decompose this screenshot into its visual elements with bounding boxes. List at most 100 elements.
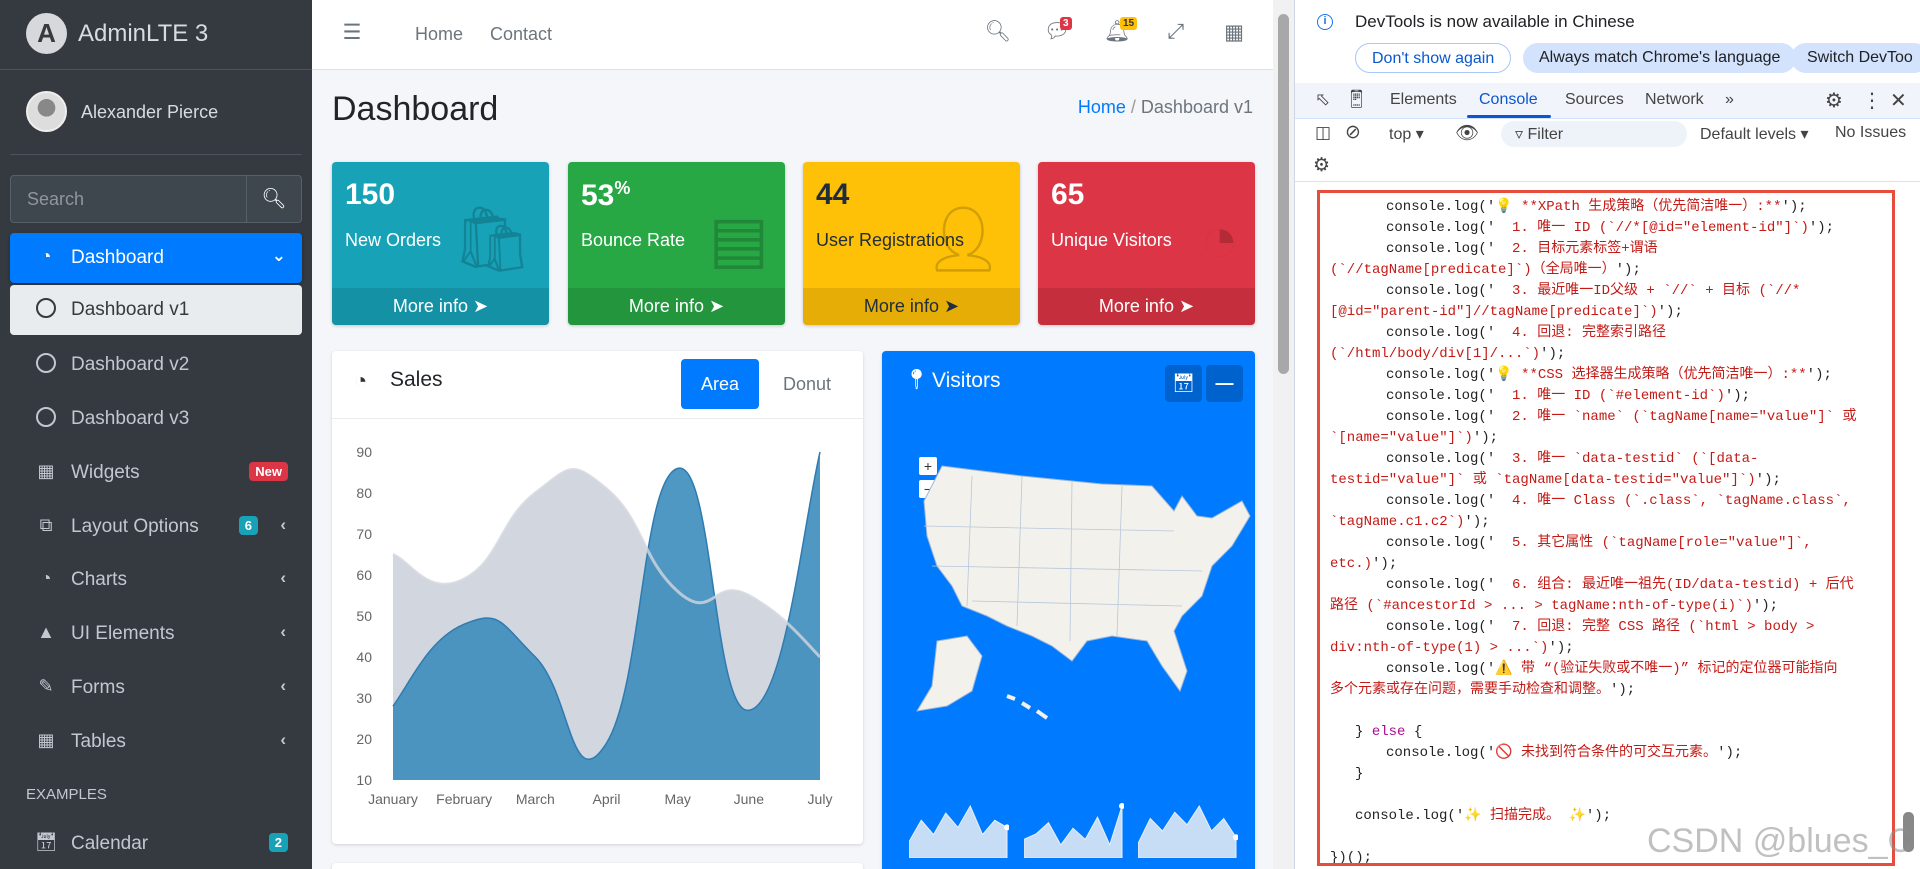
tab-sources[interactable]: Sources [1565, 91, 1624, 108]
sidebar: A AdminLTE 3 Alexander Pierce Search 🔍︎ … [0, 0, 312, 869]
scrollbar-thumb[interactable] [1278, 14, 1289, 374]
chevron-left-icon: ‹ [280, 622, 286, 641]
bell-icon[interactable]: 🔔︎ 15 [1103, 17, 1138, 44]
sidebar-item-tables[interactable]: ▦ Tables ‹ [10, 717, 302, 767]
code-line: 多个元素或存在问题，需要手动检查和调整。'); [1330, 680, 1635, 701]
inspect-element-icon[interactable]: ⬁ [1315, 89, 1331, 109]
sidebar-item-layout-options[interactable]: ⧉ Layout Options 6 ‹ [10, 502, 302, 552]
issues-button[interactable]: No Issues [1835, 124, 1907, 141]
tab-area[interactable]: Area [681, 359, 759, 409]
sidebar-item-dashboard-v1[interactable]: Dashboard v1 [10, 285, 302, 335]
hamburger-menu-icon[interactable]: ☰ [342, 21, 362, 44]
sidebar-item-charts[interactable]: ◔ Charts ‹ [10, 555, 302, 605]
more-info-link[interactable]: More info ➤ [1038, 288, 1255, 325]
small-box-value: 150 [345, 178, 395, 212]
collapse-button[interactable]: — [1206, 365, 1243, 402]
sidebar-item-dashboard[interactable]: ◔ Dashboard ⌄ [10, 233, 302, 283]
more-info-link[interactable]: More info ➤ [332, 288, 549, 325]
small-box-label: User Registrations [816, 230, 965, 250]
console-settings-gear-icon[interactable]: ⚙ [1313, 155, 1331, 176]
code-line: console.log(' 6. 组合: 最近唯一祖先(ID/data-test… [1386, 575, 1854, 596]
nav-link-home[interactable]: Home [415, 24, 464, 44]
x-tick-label: January [368, 791, 418, 807]
brand-text: AdminLTE 3 [78, 20, 209, 47]
breadcrumb-home[interactable]: Home [1077, 97, 1126, 117]
code-text: console.log(' [1386, 325, 1496, 341]
visitors-title: Visitors [932, 369, 1001, 392]
small-box-value: 53% [581, 178, 630, 213]
dont-show-again-button[interactable]: Don't show again [1355, 43, 1512, 73]
tab-console[interactable]: Console [1479, 91, 1538, 108]
code-text: console.log(' [1386, 241, 1496, 257]
user-panel[interactable]: Alexander Pierce [0, 70, 312, 155]
code-string: 💡 **CSS 选择器生成策略（优先简洁唯一）:** [1495, 367, 1807, 383]
sparkline-area [909, 804, 1008, 858]
sidebar-item-dashboard-v2[interactable]: Dashboard v2 [10, 340, 302, 390]
next-card [332, 863, 863, 869]
tab-network[interactable]: Network [1645, 91, 1704, 108]
chevron-left-icon: ‹ [280, 730, 286, 749]
brand-link[interactable]: A AdminLTE 3 [0, 0, 312, 70]
code-string: div:nth-of-type(1) > ...`) [1330, 640, 1549, 656]
main-content: ☰ Home Contact 🔍︎ 💬︎ 3 🔔︎ 15 ⤢ ▦ Dashboard… [312, 0, 1273, 869]
sidebar-item-widgets[interactable]: ▦ Widgets New [10, 448, 302, 498]
match-language-button[interactable]: Always match Chrome's language [1523, 43, 1797, 73]
more-info-link[interactable]: More info ➤ [803, 288, 1020, 325]
y-tick-label: 20 [356, 731, 372, 747]
more-info-link[interactable]: More info ➤ [568, 288, 785, 325]
visitors-sparkline [1138, 804, 1238, 858]
code-string: 2. 唯一 `name` (`tagName[name="value"]` 或 [1495, 409, 1857, 425]
settings-gear-icon[interactable]: ⚙ [1825, 90, 1843, 112]
console-scrollbar-thumb[interactable] [1903, 812, 1914, 852]
map-zoom-in[interactable]: + [919, 457, 937, 475]
grid-icon[interactable]: ▦ [1224, 21, 1244, 44]
tab-elements[interactable]: Elements [1390, 91, 1457, 108]
user-name[interactable]: Alexander Pierce [81, 102, 219, 122]
y-tick-label: 90 [356, 444, 372, 460]
kebab-menu-icon[interactable]: ⋮ [1862, 90, 1882, 112]
context-select[interactable]: top ▾ [1389, 126, 1424, 143]
code-text: console.log(' [1386, 619, 1496, 635]
code-text: console.log(' [1386, 409, 1496, 425]
device-toolbar-icon[interactable]: 📱︎ [1345, 89, 1368, 109]
search-input[interactable]: Search [27, 189, 85, 209]
nav-header-examples: EXAMPLES [26, 786, 107, 803]
sidebar-item-forms[interactable]: ✎ Forms ‹ [10, 663, 302, 713]
code-text: '); [1752, 598, 1779, 614]
sidebar-item-dashboard-v3[interactable]: Dashboard v3 [10, 394, 302, 444]
sidebar-item-ui-elements[interactable]: ▲ UI Elements ‹ [10, 609, 302, 659]
code-text: console.log(' [1386, 220, 1496, 236]
x-tick-label: February [436, 791, 492, 807]
y-tick-label: 10 [356, 772, 372, 788]
usa-map[interactable] [912, 456, 1257, 726]
close-icon[interactable]: ✕ [1890, 90, 1907, 112]
filter-input[interactable]: ▿ Filter [1501, 121, 1687, 147]
fullscreen-expand-icon[interactable]: ⤢ [1167, 20, 1185, 43]
eye-icon[interactable]: 👁︎ [1455, 123, 1480, 144]
copy-icon: ⧉ [39, 515, 53, 535]
x-tick-label: April [592, 791, 620, 807]
search-icon: 🔍︎ [261, 188, 287, 210]
page-scrollbar[interactable] [1273, 0, 1294, 869]
sidebar-item-calendar[interactable]: 📅︎ Calendar 2 [10, 819, 302, 869]
clear-console-icon[interactable]: ⊘ [1345, 122, 1361, 143]
code-text: console.log(' [1386, 199, 1496, 215]
search-icon[interactable]: 🔍︎ [984, 20, 1012, 43]
brand-logo: A [26, 13, 67, 54]
active-tab-indicator [1467, 115, 1551, 118]
more-tabs-icon[interactable]: » [1725, 91, 1734, 108]
tab-donut[interactable]: Donut [782, 374, 832, 394]
value-number: 65 [1051, 178, 1085, 211]
switch-devtools-button[interactable]: Switch DevToo [1791, 43, 1920, 73]
code-string: [@id="parent-id"]//tagName[predicate]`) [1330, 304, 1658, 320]
log-levels-select[interactable]: Default levels ▾ [1700, 126, 1809, 143]
code-line: console.log('⚠️ 带 “(验证失败或不唯一)” 标记的定位器可能指… [1386, 659, 1837, 680]
comments-icon[interactable]: 💬︎ 3 [1043, 17, 1072, 43]
sidebar-toggle-icon[interactable]: ◫ [1315, 123, 1332, 142]
sparkline-end-point [1004, 824, 1009, 831]
nav-link-contact[interactable]: Contact [490, 24, 553, 44]
calendar-button[interactable]: 📅︎ [1165, 365, 1202, 402]
search-button[interactable]: 🔍︎ [246, 176, 301, 222]
code-string: etc.) [1330, 556, 1373, 572]
circle-icon [34, 407, 58, 432]
